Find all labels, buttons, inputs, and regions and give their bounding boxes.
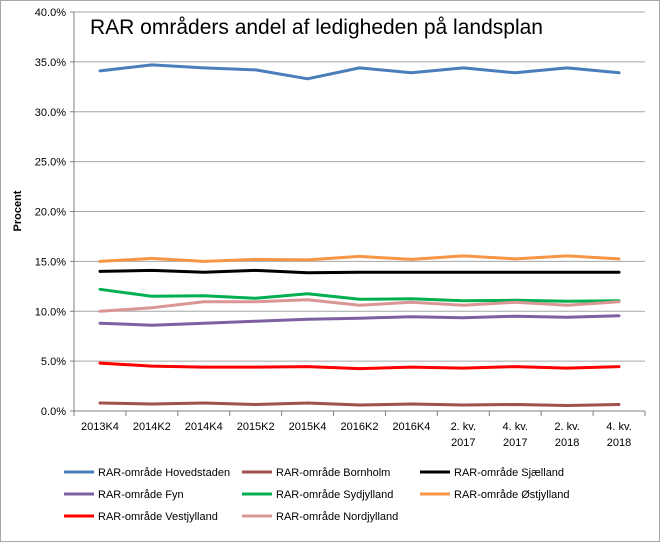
- legend-entry: RAR-område Bornholm: [276, 467, 390, 479]
- x-tick-label: 4. kv. 2017: [502, 421, 527, 449]
- series-lines: [98, 63, 621, 407]
- x-tick-label: 2015K2: [237, 421, 275, 433]
- y-tick-label: 30.0%: [35, 107, 66, 119]
- x-tick-label: 2016K4: [392, 421, 430, 433]
- series-line: [98, 314, 621, 327]
- series-line: [98, 298, 621, 313]
- series-line: [98, 268, 621, 275]
- series-line: [98, 63, 621, 81]
- x-tick-label: 2014K4: [185, 421, 223, 433]
- legend-entry: RAR-område Hovedstaden: [98, 467, 230, 479]
- legend-entry: RAR-område Østjylland: [454, 489, 570, 501]
- series-line: [98, 287, 621, 303]
- series-line: [98, 361, 621, 371]
- legend-entry: RAR-område Sjælland: [454, 467, 564, 479]
- y-tick-label: 10.0%: [35, 306, 66, 318]
- y-tick-label: 15.0%: [35, 256, 66, 268]
- x-tick-label: 2015K4: [289, 421, 327, 433]
- series-line: [98, 254, 621, 263]
- y-tick-label: 35.0%: [35, 57, 66, 69]
- title-background: [80, 11, 580, 43]
- y-tick-label: 0.0%: [41, 406, 66, 418]
- x-tick-labels: 2013K4 2014K2 2014K4 2015K2 2015K4 2016K2 2016…: [81, 421, 632, 449]
- y-tick-label: 25.0%: [35, 157, 66, 169]
- y-tick-label: 40.0%: [35, 7, 66, 19]
- y-tick-label: 5.0%: [41, 356, 66, 368]
- x-tick-label: 2. kv. 2017: [451, 421, 476, 449]
- legend-entry: RAR-område Vestjylland: [98, 511, 218, 523]
- grid-lines: [70, 11, 646, 416]
- x-tick-label: 2013K4: [81, 421, 119, 433]
- y-tick-labels: 0.0% 5.0% 10.0% 15.0% 20.0% 25.0% 30.0% 35.0% 40…: [35, 7, 66, 418]
- legend-entry: RAR-område Sydjylland: [276, 489, 393, 501]
- y-tick-label: 20.0%: [35, 207, 66, 219]
- x-tick-label: 4. kv. 2018: [606, 421, 631, 449]
- legend: RAR-område Hovedstaden RAR-område Bornhol…: [64, 467, 570, 523]
- chart-title: RAR områders andel af ledigheden på land…: [90, 16, 543, 39]
- x-tick-label: 2016K2: [341, 421, 379, 433]
- x-tick-label: 2. kv. 2018: [554, 421, 579, 449]
- x-tick-label: 2014K2: [133, 421, 171, 433]
- legend-entry: RAR-område Fyn: [98, 489, 184, 501]
- legend-entry: RAR-område Nordjylland: [276, 511, 398, 523]
- series-line: [98, 401, 621, 407]
- y-axis-label: Procent: [12, 190, 24, 231]
